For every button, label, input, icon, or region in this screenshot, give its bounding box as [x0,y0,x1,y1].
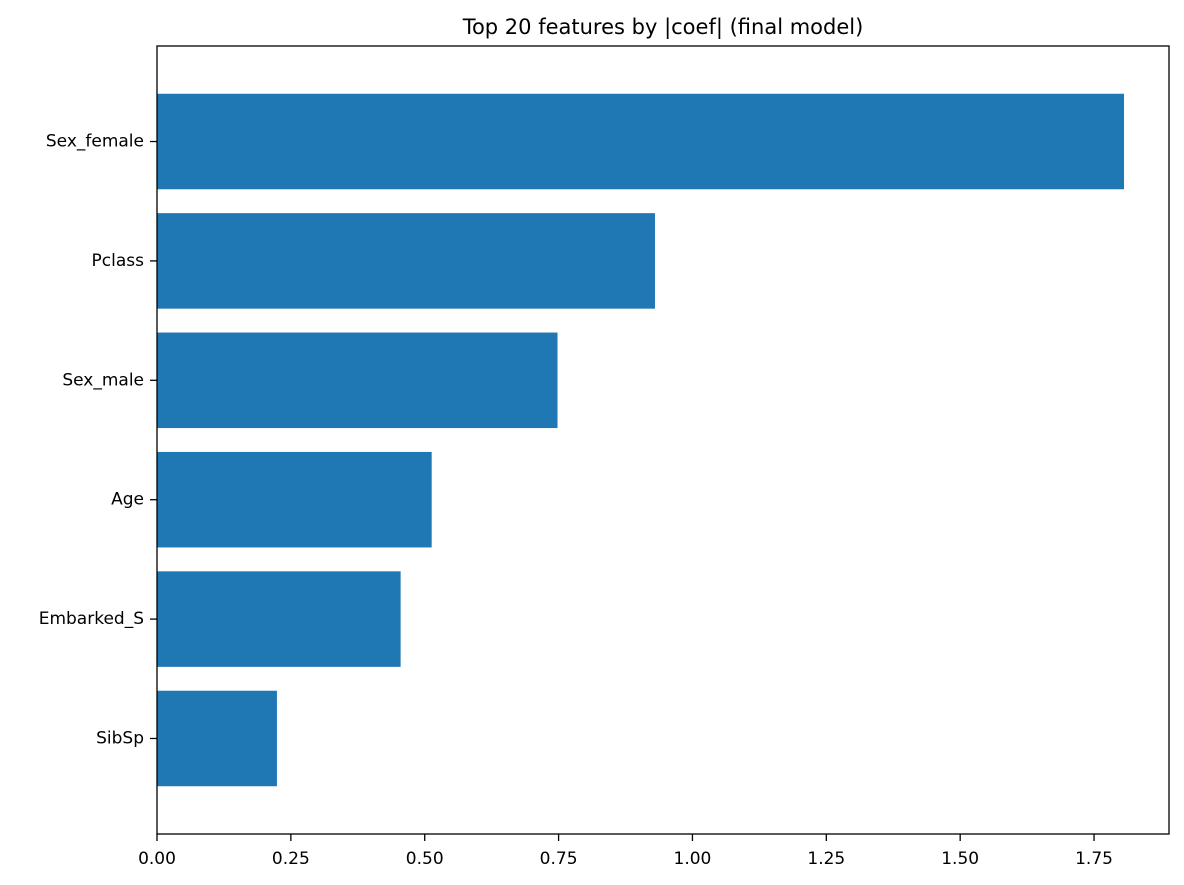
bar-age [157,451,432,548]
y-tick-label: Age [111,490,144,510]
x-tick-label: 0.25 [272,849,310,869]
x-tick-label: 1.25 [807,849,845,869]
x-tick-label: 1.75 [1075,849,1113,869]
x-tick-label: 1.50 [941,849,979,869]
bar-sibsp [157,690,277,787]
bars-group [157,93,1125,787]
x-tick-label: 0.00 [138,849,176,869]
y-tick-label: Pclass [92,251,145,271]
x-tick-label: 0.75 [540,849,578,869]
y-tick-label: SibSp [96,728,144,748]
y-axis: Sex_female Pclass Sex_male Age Embarked_S Sib… [39,132,157,748]
y-tick-label: Sex_female [46,132,144,152]
bar-sex-female [157,93,1125,190]
x-tick-label: 1.00 [674,849,712,869]
y-tick-label: Embarked_S [39,609,144,629]
x-tick-label: 0.50 [406,849,444,869]
y-tick-label: Sex_male [62,370,144,390]
bar-sex-male [157,332,558,429]
bar-pclass [157,213,655,309]
x-axis: 0.00 0.25 0.50 0.75 1.00 1.25 1.50 1.75 [138,834,1113,869]
plot-frame [156,45,1170,835]
chart-title: Top 20 features by |coef| (final model) [462,15,864,40]
bar-embarked-s [157,571,401,667]
